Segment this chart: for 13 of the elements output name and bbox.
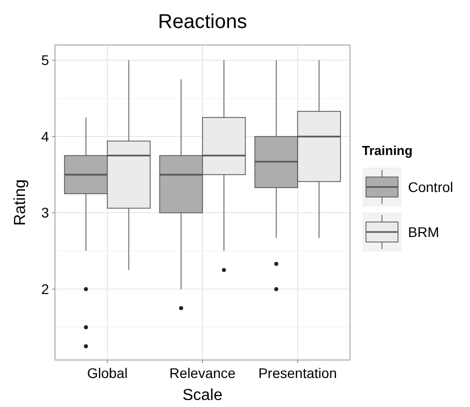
y-tick-label: 5 xyxy=(41,52,50,68)
x-tick-label: Presentation xyxy=(258,365,337,381)
y-axis-title: Rating xyxy=(12,179,29,226)
x-tick-label: Relevance xyxy=(169,365,236,381)
y-tick-label: 3 xyxy=(41,204,50,221)
legend-title: Training xyxy=(362,143,413,158)
x-tick-label: Global xyxy=(87,365,128,381)
chart-title: Reactions xyxy=(158,11,247,33)
y-tick-label: 4 xyxy=(41,128,50,144)
y-tick-label: 2 xyxy=(41,280,50,297)
legend-label: BRM xyxy=(408,224,440,240)
legend-label: Control xyxy=(408,178,454,195)
x-axis-title: Scale xyxy=(182,387,223,404)
